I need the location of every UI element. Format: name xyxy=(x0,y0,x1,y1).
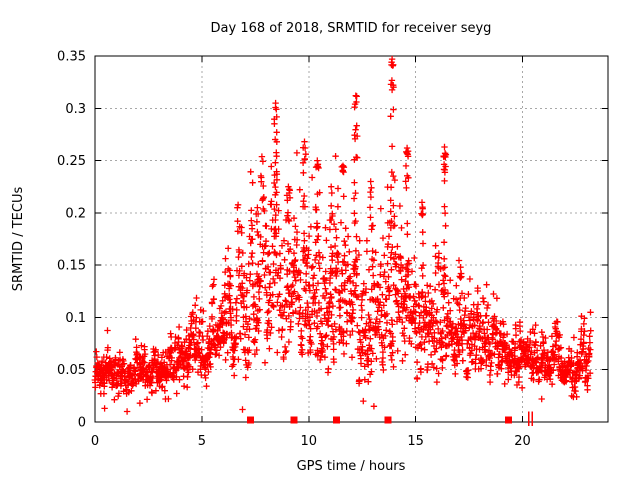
y-tick-label: 0.35 xyxy=(57,50,86,65)
x-axis-label: GPS time / hours xyxy=(297,459,406,474)
y-tick-label: 0.2 xyxy=(65,206,86,221)
scatter-points xyxy=(91,55,594,415)
y-tick-label: 0.1 xyxy=(65,311,86,326)
y-tick-label: 0 xyxy=(78,416,86,431)
y-tick-label: 0.25 xyxy=(57,154,86,169)
x-tick-label: 10 xyxy=(300,434,317,449)
y-tick-label: 0.05 xyxy=(57,363,86,378)
y-axis-label: SRMTID / TECUs xyxy=(11,187,26,292)
x-tick-label: 0 xyxy=(91,434,99,449)
x-tick-label: 15 xyxy=(407,434,424,449)
x-tick-label: 20 xyxy=(514,434,531,449)
plot-border xyxy=(94,55,609,423)
chart-title: Day 168 of 2018, SRMTID for receiver sey… xyxy=(211,21,492,36)
y-tick-label: 0.3 xyxy=(65,102,86,117)
zero-bar-markers xyxy=(528,411,533,426)
y-tick-label: 0.15 xyxy=(57,259,86,274)
x-tick-label: 5 xyxy=(198,434,206,449)
